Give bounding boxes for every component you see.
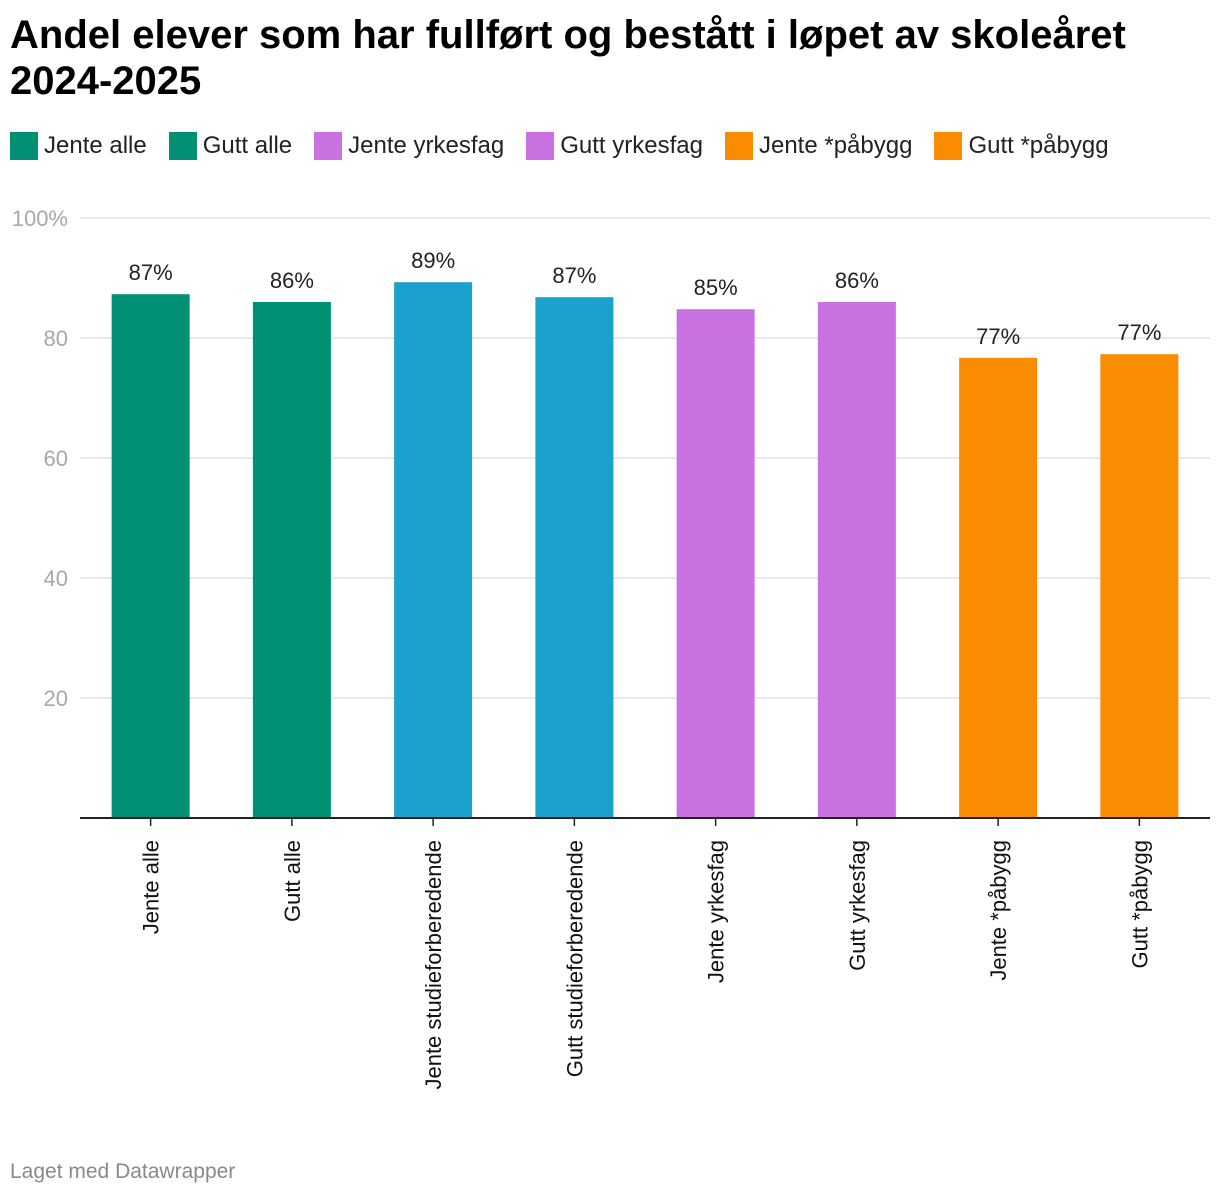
legend: Jente alle Gutt alle Jente yrkesfag Gutt… [10,132,1131,160]
data-label: 87% [129,260,173,285]
legend-item: Gutt *påbygg [934,132,1109,160]
legend-item: Jente alle [10,132,147,160]
data-label: 77% [1117,320,1161,345]
data-label: 86% [835,268,879,293]
legend-label: Jente alle [44,132,147,159]
legend-label: Jente yrkesfag [348,132,505,159]
y-tick-label: 60 [44,446,68,471]
legend-item: Gutt alle [168,132,293,160]
x-tick-label: Jente yrkesfag [704,840,729,983]
bar-chart: 20 40 60 80 100% 87% Jente alle 86% Gutt alle 89%… [12,206,1210,1090]
x-tick-label: Jente *påbygg [986,840,1011,981]
legend-label: Gutt *påbygg [968,132,1109,159]
bar [817,302,896,818]
x-tick-label: Gutt yrkesfag [845,840,870,971]
y-tick-label: 20 [44,686,68,711]
legend-swatch [10,132,38,160]
legend-swatch [526,132,555,160]
x-tick-label: Gutt *påbygg [1127,840,1152,968]
legend-label: Jente *påbygg [758,132,913,159]
x-tick-label: Jente alle [139,840,164,934]
legend-swatch [934,132,963,160]
data-label: 89% [411,248,455,273]
footer-credit: Laget med Datawrapper [10,1160,236,1183]
data-label: 87% [552,263,596,288]
bar [394,282,473,818]
data-label: 77% [976,324,1020,349]
legend-label: Gutt yrkesfag [560,132,703,159]
bar [1100,354,1179,818]
legend-item: Gutt yrkesfag [526,132,703,160]
legend-swatch [724,132,753,160]
legend-item: Jente *påbygg [724,132,913,160]
x-tick-label: Gutt studieforberedende [562,840,587,1077]
legend-label: Gutt alle [202,132,293,159]
bar [535,297,614,818]
legend-swatch [168,132,197,160]
bar [676,309,755,818]
data-label: 85% [694,275,738,300]
x-tick-label: Gutt alle [280,840,305,922]
data-label: 86% [270,268,314,293]
bar [111,294,190,818]
bar [959,357,1038,818]
chart-title: Andel elever som har fullført og bestått… [10,13,1126,103]
x-tick-label: Jente studieforberedende [421,840,446,1090]
y-tick-label: 100% [12,206,68,231]
legend-item: Jente yrkesfag [314,132,504,160]
legend-swatch [314,132,343,160]
bar [252,302,331,818]
y-tick-label: 40 [44,566,68,591]
y-tick-label: 80 [44,326,68,351]
